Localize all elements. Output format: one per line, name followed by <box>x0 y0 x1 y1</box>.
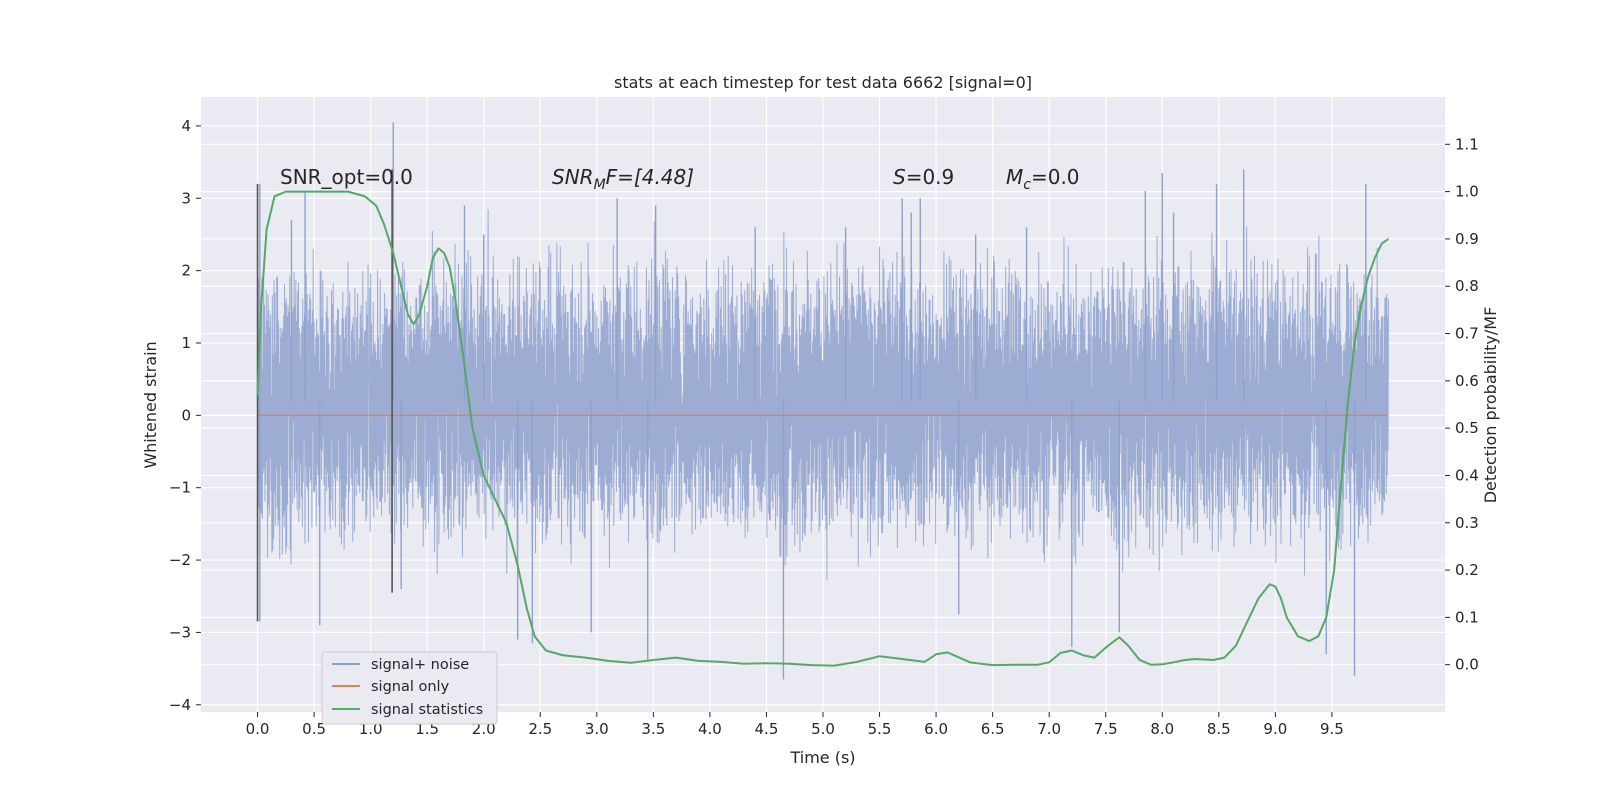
y-right-tick-label: 0.1 <box>1455 608 1479 626</box>
annotation-mc: Mc=0.0 <box>1006 165 1080 193</box>
y-right-tick-label: 0.4 <box>1455 466 1479 484</box>
y-tick-label: −4 <box>169 696 191 714</box>
y-tick-label: −2 <box>169 551 191 569</box>
y-tick-label: −1 <box>169 479 191 497</box>
y-axis-right-label: Detection probability/MF <box>1481 307 1500 504</box>
legend-label-signal: signal only <box>371 679 450 695</box>
annotations: SNR_opt=0.0 SNRMF=[4.48] S=0.9 Mc=0.0 <box>280 165 1080 193</box>
x-axis-label: Time (s) <box>789 748 855 767</box>
x-tick-label: 6.0 <box>924 720 948 738</box>
x-tick-label: 5.0 <box>811 720 835 738</box>
x-tick-label: 7.5 <box>1094 720 1118 738</box>
x-tick-label: 2.5 <box>528 720 552 738</box>
y-tick-label: 1 <box>181 334 191 352</box>
y-tick-label: 4 <box>181 117 191 135</box>
y-tick-label: 3 <box>181 189 191 207</box>
y-tick-label: −3 <box>169 623 191 641</box>
x-tick-label: 9.5 <box>1320 720 1344 738</box>
legend-label-stat: signal statistics <box>371 702 483 718</box>
y-right-tick-label: 0.3 <box>1455 514 1479 532</box>
axes-layer: 0.0 0.5 1.0 1.5 2.0 2.5 3.0 3.5 4.0 4.5 5.0 5.5 6.0 6… <box>169 117 1479 738</box>
y-right-tick-label: 0.7 <box>1455 325 1479 343</box>
y-right-tick-label: 0.2 <box>1455 561 1479 579</box>
y-right-tick-label: 0.5 <box>1455 419 1479 437</box>
noise-series-line <box>257 209 1389 581</box>
x-tick-label: 3.0 <box>585 720 609 738</box>
x-tick-label: 4.0 <box>698 720 722 738</box>
x-tick-label: 0.0 <box>246 720 270 738</box>
x-tick-label: 3.5 <box>641 720 665 738</box>
annotation-snr-opt: SNR_opt=0.0 <box>280 165 413 189</box>
y-axis-label: Whitened strain <box>141 341 160 468</box>
y-right-tick-label: 0.6 <box>1455 372 1479 390</box>
x-tick-label: 0.5 <box>302 720 326 738</box>
y-tick-label: 2 <box>181 262 191 280</box>
y-tick-label: 0 <box>181 406 191 424</box>
annotation-s: S=0.9 <box>893 165 954 189</box>
annotation-snr-mf: SNRMF=[4.48] <box>552 165 694 193</box>
x-tick-label: 4.5 <box>755 720 779 738</box>
x-tick-label: 5.5 <box>868 720 892 738</box>
signal-statistics-line <box>256 190 1390 667</box>
x-tick-label: 7.0 <box>1037 720 1061 738</box>
y-right-tick-label: 0.0 <box>1455 656 1479 674</box>
chart-title: stats at each timestep for test data 666… <box>614 73 1032 92</box>
y-right-tick-label: 0.8 <box>1455 277 1479 295</box>
x-tick-label: 8.0 <box>1150 720 1174 738</box>
legend: signal+ noise signal only signal statist… <box>321 651 498 725</box>
x-tick-label: 6.5 <box>981 720 1005 738</box>
y-right-tick-label: 0.9 <box>1455 230 1479 248</box>
y-right-tick-label: 1.0 <box>1455 183 1479 201</box>
x-tick-label: 9.0 <box>1263 720 1287 738</box>
x-tick-label: 8.5 <box>1207 720 1231 738</box>
y-right-tick-label: 1.1 <box>1455 135 1479 153</box>
legend-label-noise: signal+ noise <box>371 657 469 673</box>
legend-box <box>321 651 498 725</box>
series-layer <box>256 122 1390 680</box>
